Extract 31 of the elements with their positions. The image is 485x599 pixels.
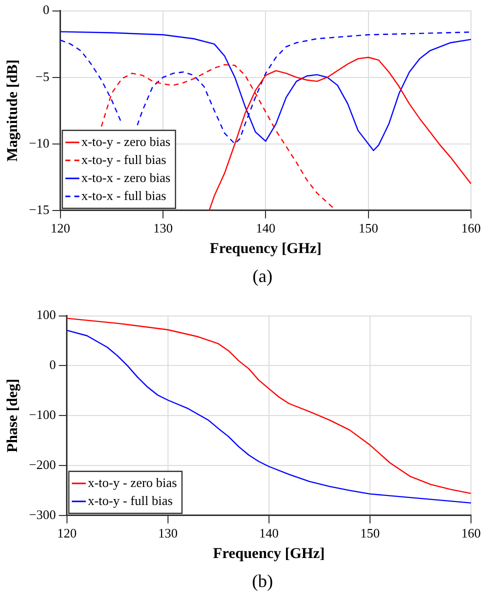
y-tick-label: 100 bbox=[36, 307, 56, 322]
y-tick-label: −300 bbox=[28, 506, 56, 522]
x-tick-label: 130 bbox=[153, 220, 173, 236]
y-tick-label: −15 bbox=[28, 202, 50, 217]
x-tick-label: 150 bbox=[358, 220, 378, 236]
text: (b) bbox=[251, 571, 274, 592]
y-tick-label: −5 bbox=[35, 68, 50, 84]
y-tick-label: −200 bbox=[28, 456, 56, 472]
text: (a) bbox=[252, 266, 274, 287]
x-axis-title: Frequency [GHz] bbox=[213, 546, 325, 562]
x-tick-label: 140 bbox=[256, 220, 276, 236]
x-tick-label: 120 bbox=[50, 220, 70, 236]
y-tick-label: 0 bbox=[42, 2, 50, 18]
x-tick-label: 130 bbox=[158, 526, 178, 541]
legend-label: x-to-x - full bias bbox=[81, 188, 166, 203]
legend-label: x-to-y - zero bias bbox=[88, 474, 178, 490]
legend-label: x-to-y - zero bias bbox=[81, 134, 171, 149]
y-tick-label: −100 bbox=[28, 407, 56, 422]
legend-label: x-to-x - zero bias bbox=[81, 170, 171, 185]
y-tick-label: 0 bbox=[49, 357, 56, 372]
x-tick-label: 150 bbox=[360, 526, 380, 541]
y-axis-title: Phase [deg] bbox=[4, 378, 21, 452]
legend-label: x-to-y - full bias bbox=[81, 152, 166, 167]
x-tick-label: 140 bbox=[259, 526, 279, 541]
x-tick-label: 160 bbox=[461, 220, 481, 236]
legend-label: x-to-y - full bias bbox=[88, 492, 173, 508]
x-tick-label: 160 bbox=[461, 526, 481, 541]
y-tick-label: −10 bbox=[28, 135, 50, 150]
x-axis-title: Frequency [GHz] bbox=[210, 240, 322, 257]
y-axis-title: Magnitude [dB] bbox=[4, 60, 21, 162]
x-tick-label: 120 bbox=[57, 526, 77, 541]
